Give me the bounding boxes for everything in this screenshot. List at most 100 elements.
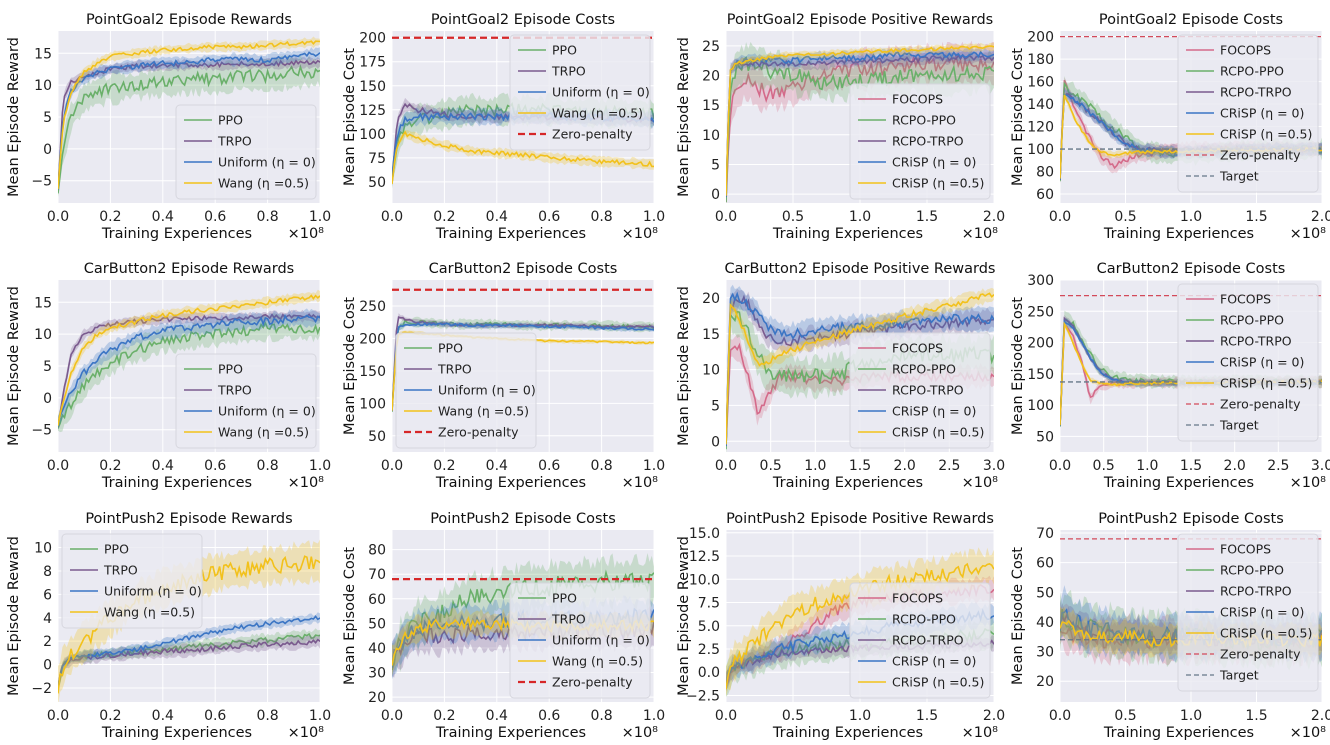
x-tick-label: 0.0 xyxy=(47,209,69,225)
legend-entry: TRPO xyxy=(551,612,586,627)
series-band xyxy=(1060,88,1322,183)
legend-entry: CRiSP (η =0.5) xyxy=(892,176,984,191)
y-tick-label: 180 xyxy=(1027,52,1054,68)
legend-entry: PPO xyxy=(552,43,577,58)
x-tick-label: 0.0 xyxy=(381,458,403,474)
legend-entry: Wang (η =0.5) xyxy=(104,605,195,620)
y-tick-label: 100 xyxy=(359,396,386,412)
y-tick-label: 10 xyxy=(702,128,720,144)
x-tick-label: 2.0 xyxy=(1311,708,1330,724)
y-tick-label: 0.0 xyxy=(698,665,720,681)
series-band xyxy=(726,47,994,199)
legend: PPO TRPO Uniform (η = 0) Wang (η =0.5) Zero-… xyxy=(509,34,651,151)
y-tick-label: 60 xyxy=(1036,187,1054,203)
y-tick-label: 7.5 xyxy=(698,596,720,612)
y-axis-label: Mean Episode Reward xyxy=(6,536,22,696)
legend-entry: Target xyxy=(1219,418,1259,433)
y-tick-label: 40 xyxy=(368,641,386,657)
legend-entry: TRPO xyxy=(103,563,138,578)
legend-box xyxy=(849,83,991,200)
series-band xyxy=(58,539,320,702)
legend-entry: FOCOPS xyxy=(892,341,943,356)
legend-entry: CRiSP (η = 0) xyxy=(1220,106,1304,121)
legend-entry: CRiSP (η = 0) xyxy=(1220,355,1304,370)
x-tick-label: 0.4 xyxy=(152,708,174,724)
series-group xyxy=(58,36,320,198)
legend: FOCOPS RCPO-PPO RCPO-TRPO CRiSP (η = 0) CRiS… xyxy=(1177,533,1319,692)
x-tick-label: 0.0 xyxy=(381,209,403,225)
x-tick-label: 1.5 xyxy=(849,458,871,474)
x-tick-label: 0.0 xyxy=(1049,209,1071,225)
y-tick-label: 20 xyxy=(368,690,386,706)
x-multiplier: ×10⁸ xyxy=(622,226,659,242)
x-tick-label: 1.0 xyxy=(1180,209,1202,225)
y-tick-label: 100 xyxy=(1027,398,1054,414)
chart-title: PointGoal2 Episode Rewards xyxy=(86,12,292,28)
chart-pp2-cost: 0.0 0.2 0.4 0.6 0.8 1.0 20 30 40 50 60 70 80 PointPus… xyxy=(342,511,665,741)
x-tick-label: 0.0 xyxy=(381,708,403,724)
y-tick-label: 200 xyxy=(359,331,386,347)
x-axis-label: Training Experiences xyxy=(1103,226,1254,242)
legend-entry: Zero-penalty xyxy=(1220,397,1301,412)
y-tick-label: 60 xyxy=(368,592,386,608)
x-tick-label: 1.0 xyxy=(1136,458,1158,474)
series-band xyxy=(726,288,994,448)
y-tick-label: 200 xyxy=(359,31,386,47)
x-tick-label: 2.0 xyxy=(1311,209,1330,225)
legend-entry: PPO xyxy=(218,362,243,377)
legend-entry: RCPO-TRPO xyxy=(1220,334,1292,349)
x-tick-label: 0.5 xyxy=(1093,458,1115,474)
chart-title: PointPush2 Episode Positive Rewards xyxy=(726,511,994,527)
chart-title: PointGoal2 Episode Costs xyxy=(1099,12,1283,28)
x-axis-label: Training Experiences xyxy=(101,226,252,242)
x-tick-label: 1.0 xyxy=(309,458,331,474)
x-tick-label: 0.0 xyxy=(715,458,737,474)
legend-entry: CRiSP (η =0.5) xyxy=(892,425,984,440)
series-line xyxy=(58,615,320,688)
legend-box xyxy=(1177,34,1319,193)
y-tick-label: 200 xyxy=(1027,30,1054,46)
series-band xyxy=(58,633,320,691)
legend: FOCOPS RCPO-PPO RCPO-TRPO CRiSP (η = 0) CRiS… xyxy=(1177,283,1319,442)
y-axis-label: Mean Episode Cost xyxy=(1010,48,1026,186)
series-band xyxy=(726,287,994,448)
y-tick-label: 100 xyxy=(359,127,386,143)
y-tick-label: 0 xyxy=(711,434,720,450)
legend-box xyxy=(175,353,317,449)
y-tick-label: 200 xyxy=(1027,336,1054,352)
legend-entry: RCPO-PPO xyxy=(1220,313,1284,328)
y-axis-label: Mean Episode Reward xyxy=(6,286,22,446)
legend-entry: RCPO-PPO xyxy=(1220,563,1284,578)
legend-box xyxy=(175,104,317,200)
legend: PPO TRPO Uniform (η = 0) Wang (η =0.5) xyxy=(175,353,317,449)
legend-entry: PPO xyxy=(104,542,129,557)
legend-entry: Wang (η =0.5) xyxy=(218,176,309,191)
y-axis-label: Mean Episode Cost xyxy=(342,547,358,685)
x-tick-label: 2.0 xyxy=(894,458,916,474)
y-tick-label: 50 xyxy=(368,616,386,632)
y-tick-label: 100 xyxy=(1027,142,1054,158)
legend-entry: Target xyxy=(1219,169,1259,184)
y-tick-label: 120 xyxy=(1027,120,1054,136)
x-axis-label: Training Experiences xyxy=(772,475,923,491)
x-axis-label: Training Experiences xyxy=(101,475,252,491)
series-band xyxy=(58,47,320,193)
legend-entry: FOCOPS xyxy=(1220,542,1271,557)
y-tick-label: 10 xyxy=(34,327,52,343)
series-band xyxy=(726,42,994,198)
legend-entry: RCPO-TRPO xyxy=(1220,584,1292,599)
chart-pp2-cost2: 0.0 0.5 1.0 1.5 2.0 20 30 40 50 60 70 PointPush2 Ep… xyxy=(1010,511,1330,741)
series-line xyxy=(726,45,994,196)
y-axis-label: Mean Episode Reward xyxy=(6,37,22,197)
y-tick-label: −2.5 xyxy=(686,688,720,704)
x-tick-label: 0.8 xyxy=(590,708,612,724)
x-tick-label: 0.6 xyxy=(204,458,226,474)
legend-entry: Uniform (η = 0) xyxy=(438,383,536,398)
series-line xyxy=(726,56,994,203)
series-line xyxy=(58,313,320,427)
legend-entry: Uniform (η = 0) xyxy=(552,85,650,100)
y-tick-label: 0 xyxy=(711,187,720,203)
chart-title: PointPush2 Episode Rewards xyxy=(85,511,292,527)
chart-cb2-cost: 0.0 0.2 0.4 0.6 0.8 1.0 50 100 150 200 250 CarButto… xyxy=(342,261,665,491)
x-tick-label: 0.0 xyxy=(47,458,69,474)
